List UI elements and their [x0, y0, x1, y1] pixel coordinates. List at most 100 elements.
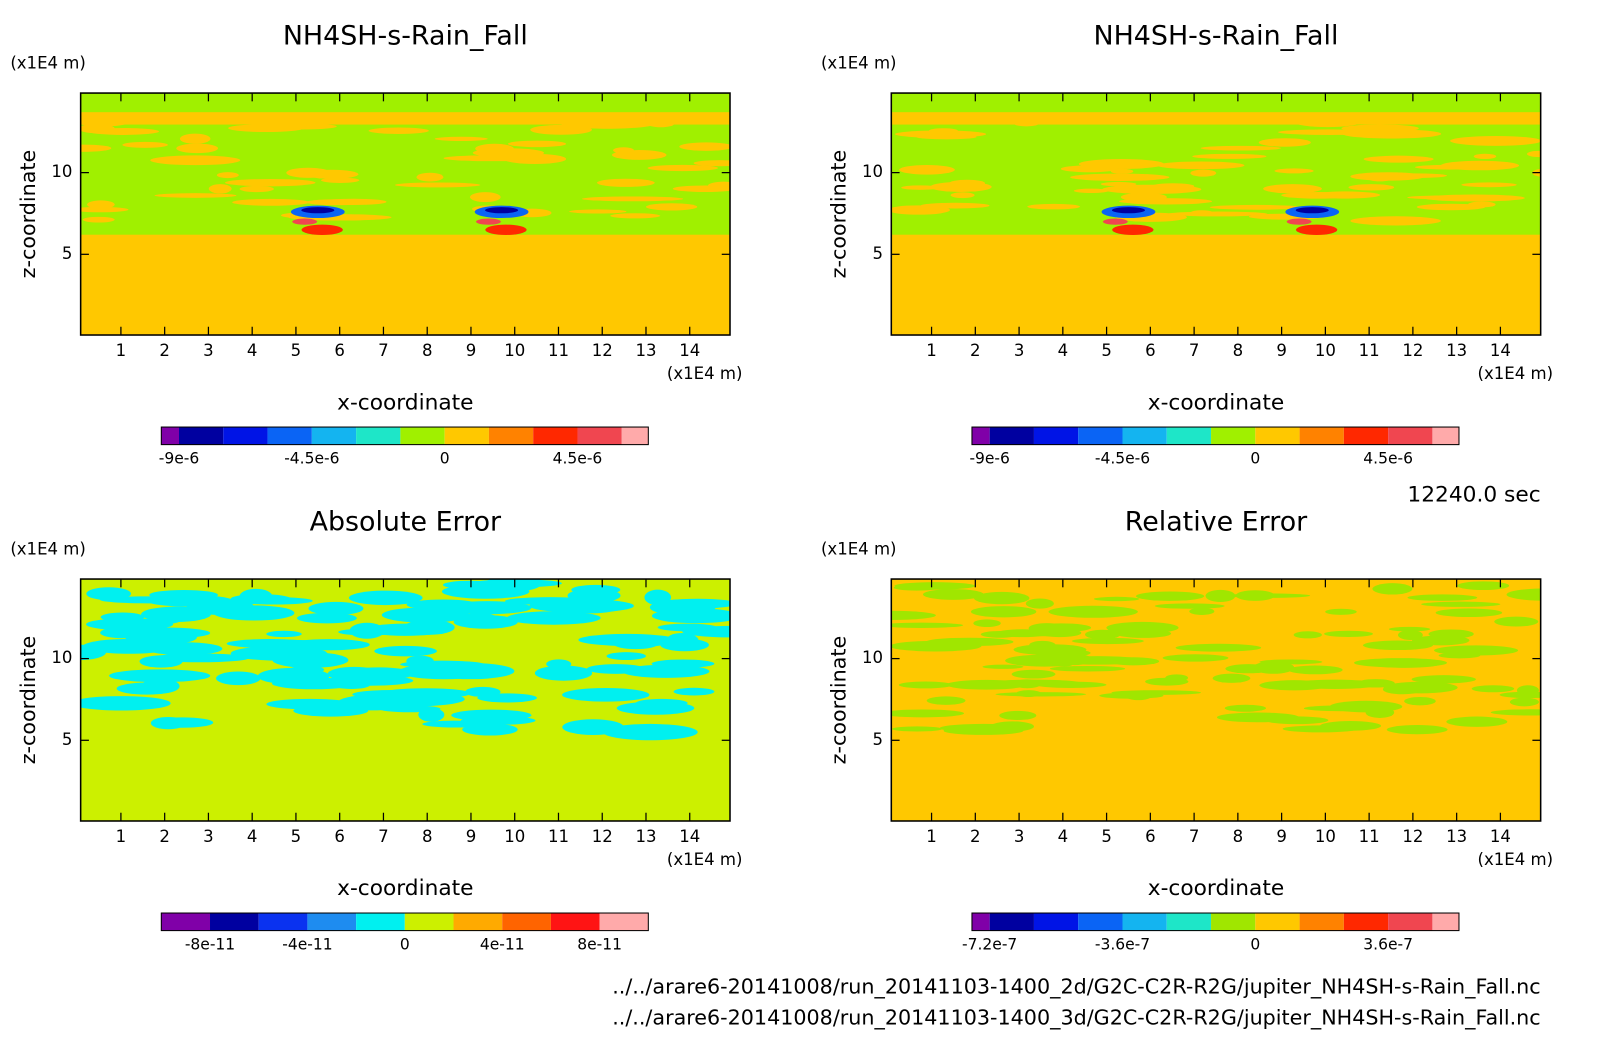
chart-title: Absolute Error: [310, 507, 502, 538]
contour-region: [461, 612, 498, 625]
colorbar-segment: [989, 427, 1034, 445]
contour-region: [1423, 194, 1525, 202]
contour-region: [572, 114, 634, 121]
x-axis-label: x-coordinate: [1148, 390, 1284, 415]
colorbar-segment: [1033, 427, 1079, 445]
y-axis-label: z-coordinate: [16, 636, 40, 765]
file-path: ../../arare6-20141008/run_20141103-1400_…: [612, 1005, 1540, 1030]
colorbar-segment: [1343, 913, 1389, 931]
y-tick-label: 10: [862, 162, 883, 181]
contour-region: [1471, 685, 1515, 693]
contour-region: [1274, 168, 1314, 174]
contour-region: [87, 200, 115, 209]
contour-region: [1189, 607, 1215, 615]
x-tick-label: 5: [291, 827, 302, 846]
time-label: 12240.0 sec: [1407, 482, 1540, 507]
contour-region: [485, 224, 527, 235]
contour-region: [215, 671, 261, 686]
contour-region: [1111, 184, 1143, 192]
x-tick-label: 13: [1446, 827, 1467, 846]
contour-region: [1404, 696, 1436, 706]
x-axis-label: x-coordinate: [1148, 876, 1284, 901]
contour-region: [1200, 145, 1281, 151]
contour-region: [1216, 712, 1300, 723]
colorbar-tick-label: -9e-6: [969, 450, 1009, 468]
chart-title: NH4SH-s-Rain_Fall: [283, 21, 528, 52]
x-tick-label: 10: [1315, 341, 1336, 360]
x-tick-label: 11: [548, 341, 569, 360]
contour-region: [546, 659, 572, 669]
contour-region: [973, 619, 1001, 628]
colorbar-segment: [210, 913, 259, 931]
contour-region: [893, 584, 940, 591]
y-tick-label: 5: [873, 244, 884, 263]
contour-region: [176, 143, 219, 154]
contour-region: [1258, 138, 1311, 147]
contour-region: [80, 144, 112, 152]
colorbar-tick-label: -8e-11: [185, 936, 235, 954]
contour-region: [613, 147, 634, 154]
contour-region: [1382, 684, 1423, 695]
contour-region: [1238, 116, 1266, 121]
contour-region: [1324, 630, 1373, 637]
contour-region: [995, 692, 1087, 697]
x-tick-label: 7: [1189, 827, 1200, 846]
contour-region: [272, 652, 349, 668]
colorbar-segment: [161, 913, 211, 931]
contour-region: [292, 218, 318, 225]
colorbar-segment: [1211, 427, 1256, 445]
contour-region: [368, 127, 429, 134]
contour-region: [1506, 588, 1541, 601]
colorbar-segment: [1299, 913, 1344, 931]
colorbar-tick-label: 0: [1250, 936, 1260, 954]
contour-region: [1259, 659, 1323, 665]
contour-region: [926, 696, 966, 705]
colorbar-segment: [161, 427, 180, 445]
contour-region: [398, 663, 490, 680]
contour-region: [224, 178, 316, 187]
colorbar-segment: [1122, 427, 1167, 445]
contour-region: [434, 136, 488, 142]
contour-region: [462, 723, 518, 736]
contour-region: [530, 124, 592, 135]
contour-region: [80, 234, 731, 336]
x-unit: (x1E4 m): [1478, 364, 1554, 383]
contour-region: [442, 580, 497, 590]
contour-region: [1416, 203, 1486, 211]
colorbar-segment: [599, 913, 649, 931]
colorbar-tick-label: 4.5e-6: [553, 450, 603, 468]
x-tick-label: 8: [422, 827, 433, 846]
contour-region: [380, 688, 471, 699]
contour-region: [610, 213, 661, 219]
contour-region: [559, 601, 622, 614]
contour-region: [154, 193, 237, 198]
contour-region: [1205, 589, 1236, 602]
x-tick-label: 12: [1402, 341, 1423, 360]
panel: NH4SH-s-Rain_Fall (x1E4 m) (x1E4 m) x-coord…: [10, 21, 742, 468]
contour-region: [232, 198, 310, 206]
contour-region: [381, 607, 470, 623]
colorbar-tick-label: 3.6e-7: [1363, 936, 1413, 954]
x-tick-label: 10: [1315, 827, 1336, 846]
y-tick-label: 10: [862, 648, 883, 667]
contour-region: [562, 719, 624, 735]
contour-region: [1421, 601, 1501, 607]
contour-region: [1209, 204, 1302, 210]
contour-region: [1367, 659, 1442, 668]
panel: Relative Error (x1E4 m) (x1E4 m) x-coordina…: [821, 507, 1553, 954]
contour-region: [1112, 224, 1154, 235]
colorbar-segment: [1255, 913, 1300, 931]
contour-region: [1078, 159, 1164, 169]
colorbar-segment: [533, 427, 578, 445]
contour-region: [1282, 725, 1359, 733]
contour-region: [679, 142, 731, 151]
contour-region: [86, 587, 132, 601]
x-tick-label: 2: [159, 827, 170, 846]
contour-field: [891, 93, 1541, 336]
contour-region: [80, 206, 129, 213]
colorbar-segment: [1166, 427, 1212, 445]
contour-field: [80, 93, 731, 336]
x-tick-label: 10: [504, 827, 525, 846]
contour-region: [1013, 679, 1042, 689]
contour-region: [149, 653, 250, 663]
